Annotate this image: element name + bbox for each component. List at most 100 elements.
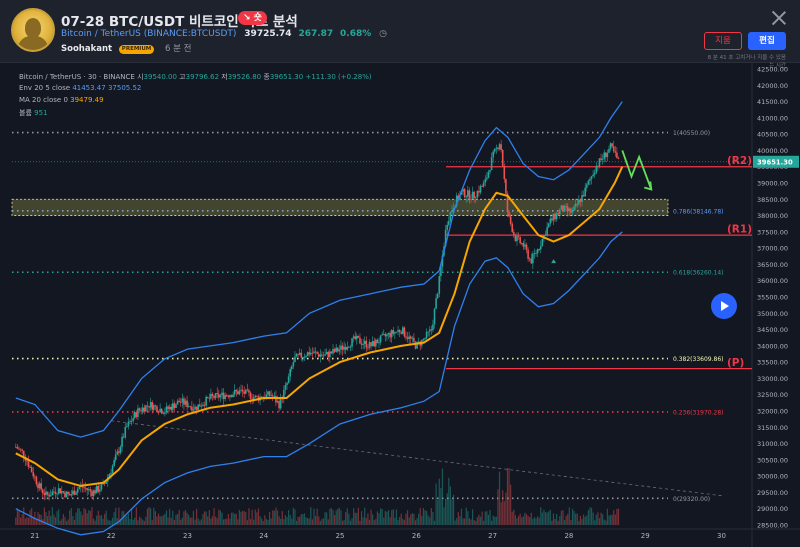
volume-bar: [597, 512, 599, 525]
volume-bar: [464, 518, 466, 525]
candle-body: [270, 395, 272, 397]
volume-bar: [265, 518, 268, 525]
volume-bar: [70, 507, 72, 525]
candle-body: [478, 191, 480, 193]
candle-body: [21, 449, 23, 451]
symbol-name-link[interactable]: Bitcoin / TetherUS: [61, 29, 141, 39]
volume-bar: [484, 511, 486, 525]
candle-body: [573, 206, 575, 211]
candle-body: [525, 244, 528, 250]
volume-bar: [570, 520, 572, 525]
candle-body: [565, 205, 567, 207]
volume-bar: [395, 509, 398, 525]
volume-bar: [199, 520, 201, 525]
clock-icon[interactable]: ◷: [379, 29, 388, 39]
volume-bar: [446, 493, 448, 525]
close-icon[interactable]: [772, 11, 786, 25]
candle-body: [535, 253, 537, 255]
volume-bar: [416, 518, 418, 525]
volume-bar: [322, 518, 325, 525]
volume-bar: [394, 517, 396, 525]
candle-body: [530, 258, 533, 264]
legend-volume-row[interactable]: 볼륨 951: [19, 108, 48, 118]
candle-body: [517, 236, 520, 237]
volume-bar: [127, 513, 130, 525]
sr-level-label: (R1): [727, 224, 752, 236]
chart-area[interactable]: 42500.00 42000.00 41500.00 41000.00 40500.00…: [0, 63, 800, 547]
volume-bar: [608, 515, 610, 525]
candle-body: [451, 210, 453, 213]
candle-body: [386, 334, 388, 337]
candle-body: [436, 293, 439, 299]
candle-body: [254, 395, 257, 398]
volume-bar: [560, 510, 562, 525]
candle-body: [340, 345, 342, 350]
candle-body: [89, 489, 92, 492]
volume-bar: [367, 513, 369, 525]
candle-body: [433, 308, 436, 325]
volume-bar: [180, 519, 182, 525]
volume-bar: [586, 515, 588, 525]
volume-bar: [319, 520, 321, 525]
delete-button[interactable]: 지움: [704, 32, 742, 50]
volume-bar: [613, 510, 615, 525]
legend-env-label: Env 20 5 close: [19, 84, 71, 92]
candle-body: [501, 150, 504, 167]
volume-bar: [349, 520, 352, 525]
candle-body: [495, 147, 498, 149]
candle-body: [435, 298, 437, 309]
candle-body: [283, 389, 285, 400]
candle-body: [462, 189, 464, 192]
volume-bar: [354, 512, 356, 525]
author-name[interactable]: Soohakant: [61, 44, 113, 54]
projection-arrow-head: [644, 181, 653, 191]
candle-body: [411, 337, 414, 339]
candle-body: [527, 249, 529, 259]
volume-bar: [23, 507, 25, 525]
candle-body: [562, 205, 564, 212]
volume-bar: [546, 512, 548, 525]
candle-body: [135, 412, 138, 417]
volume-bar: [479, 516, 482, 525]
volume-bar: [211, 516, 214, 525]
fib-level-label: 0.786(38146.78): [673, 208, 724, 215]
legend-ohlc-high-label: 고: [179, 73, 186, 81]
candle-body: [294, 356, 296, 363]
volume-bar: [292, 507, 294, 525]
candle-body: [584, 187, 586, 197]
candle-body: [359, 337, 361, 344]
volume-bar: [19, 517, 22, 525]
volume-bar: [605, 520, 607, 525]
volume-bar: [437, 500, 439, 525]
y-tick-label: 41500.00: [757, 98, 788, 106]
candle-body: [41, 489, 44, 494]
candle-body: [29, 466, 31, 468]
candle-body: [132, 418, 134, 421]
candle-body: [300, 352, 303, 358]
candle-body: [592, 174, 594, 177]
legend-ma-row[interactable]: MA 20 close 0 39479.49: [19, 96, 104, 104]
legend-env-row[interactable]: Env 20 5 close 41453.47 37505.52: [19, 84, 141, 92]
play-icon[interactable]: [711, 293, 737, 319]
candle-body: [157, 411, 160, 413]
candle-body: [484, 179, 487, 183]
volume-bar: [403, 520, 405, 525]
volume-bar: [308, 518, 310, 525]
candle-body: [216, 393, 219, 394]
candle-body: [34, 476, 36, 478]
candle-body: [211, 393, 214, 397]
candle-body: [179, 402, 182, 403]
volume-bar: [419, 507, 421, 525]
volume-bar: [370, 509, 372, 525]
volume-bar: [172, 510, 174, 525]
candle-body: [557, 213, 560, 215]
candle-body: [305, 356, 307, 357]
price-chart[interactable]: 42500.00 42000.00 41500.00 41000.00 40500.00…: [0, 63, 800, 547]
symbol-code-link[interactable]: (BINANCE:BTCUSDT): [143, 29, 237, 39]
candle-body: [206, 396, 209, 398]
author-avatar[interactable]: [11, 8, 55, 52]
edit-button[interactable]: 편집: [748, 32, 786, 50]
symbol-price: 39725.74: [244, 29, 292, 39]
candle-body: [408, 336, 410, 340]
volume-bar: [559, 516, 561, 525]
